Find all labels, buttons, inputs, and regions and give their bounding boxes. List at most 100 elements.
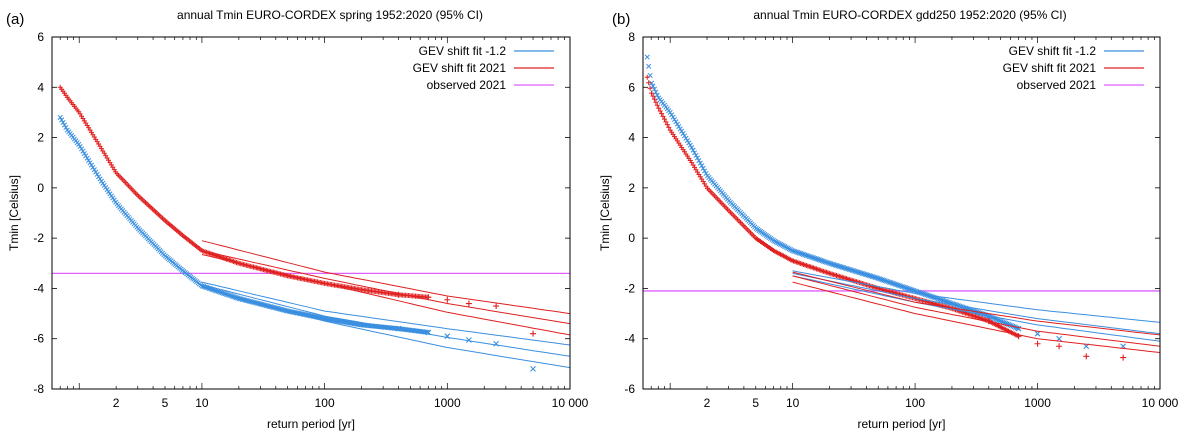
data-point (690, 147, 696, 153)
panel-a: (a) annual Tmin EURO-CORDEX spring 1952:2… (6, 8, 589, 431)
data-point (905, 286, 911, 292)
x-tick-label: 1000 (434, 396, 461, 410)
data-point (909, 287, 916, 293)
data-point (839, 264, 845, 270)
data-point (83, 153, 89, 159)
x-tick-label: 10 000 (552, 396, 589, 410)
data-point (818, 257, 824, 263)
legend-label: GEV shift fit 2021 (413, 61, 507, 75)
data-point (1034, 340, 1041, 347)
data-point (91, 167, 97, 173)
data-point (951, 301, 957, 307)
data-point (902, 285, 908, 291)
data-point (667, 109, 673, 116)
data-point (93, 169, 99, 175)
data-point (808, 254, 814, 260)
data-point (855, 269, 861, 275)
data-point (869, 273, 875, 280)
data-point (904, 285, 910, 291)
data-point (866, 273, 873, 279)
data-point (646, 80, 652, 86)
fit-curve-lower (201, 254, 570, 336)
data-point (940, 297, 946, 303)
plot-frame (51, 36, 571, 390)
panel-label: (b) (612, 11, 630, 28)
fit-curve-upper (792, 271, 1160, 336)
data-point (96, 174, 102, 180)
data-point (888, 280, 894, 286)
legend-label: observed 2021 (427, 78, 507, 92)
data-point (894, 282, 900, 288)
y-tick-label: 4 (628, 131, 635, 145)
data-point (819, 258, 825, 264)
fit-curve-center (201, 250, 570, 325)
data-point (859, 270, 865, 276)
data-point (852, 268, 858, 274)
data-point (802, 252, 808, 258)
data-point (832, 262, 838, 268)
x-tick-label: 2 (113, 396, 120, 410)
data-point (901, 284, 907, 290)
data-point (676, 123, 682, 130)
data-point (683, 135, 689, 141)
data-point (995, 317, 1002, 323)
data-point (891, 281, 897, 287)
data-point (653, 89, 659, 95)
data-point (692, 150, 698, 156)
data-point (796, 250, 802, 256)
data-point (1120, 354, 1127, 361)
data-point (878, 276, 884, 282)
data-point (835, 263, 841, 269)
legend-label: GEV shift fit -1.2 (419, 44, 507, 58)
data-point (908, 287, 914, 293)
data-point (937, 296, 943, 302)
data-point (941, 298, 947, 304)
data-point (836, 263, 842, 269)
data-point (842, 265, 848, 271)
data-point (697, 160, 703, 166)
y-tick-label: 8 (628, 30, 635, 44)
x-axis-label: return period [yr] (267, 417, 355, 431)
data-point (843, 266, 850, 272)
data-point (865, 272, 871, 278)
data-point (838, 264, 844, 270)
fit-curve-upper (201, 281, 570, 346)
data-point (997, 318, 1003, 324)
data-point (1083, 353, 1090, 360)
data-point (800, 251, 807, 257)
data-point (892, 281, 898, 287)
data-point (90, 164, 96, 170)
data-point (862, 271, 868, 277)
panel-label: (a) (6, 11, 24, 28)
data-point (1056, 335, 1062, 342)
data-point (78, 146, 85, 152)
data-point (647, 85, 653, 91)
data-point (882, 278, 888, 284)
y-tick-label: 2 (37, 131, 44, 145)
x-tick-label: 2 (704, 396, 711, 410)
y-tick-label: 2 (628, 181, 635, 195)
data-point (825, 260, 831, 266)
data-point (94, 171, 100, 177)
data-point (790, 248, 797, 254)
data-point (858, 270, 864, 276)
data-point (80, 148, 86, 154)
data-point (660, 113, 666, 119)
series-climate (57, 84, 537, 337)
data-point (649, 90, 655, 96)
data-point (97, 176, 103, 182)
plot-frame (642, 36, 1161, 390)
data-point (673, 119, 679, 125)
data-point (63, 124, 69, 131)
data-point (921, 291, 927, 297)
data-point (696, 157, 702, 164)
data-point (816, 257, 822, 263)
data-point (875, 275, 881, 281)
y-tick-label: -6 (624, 382, 635, 396)
data-point (87, 160, 93, 166)
data-point (833, 262, 840, 269)
data-point (86, 157, 92, 164)
data-point (805, 253, 811, 259)
data-point (1034, 330, 1041, 337)
